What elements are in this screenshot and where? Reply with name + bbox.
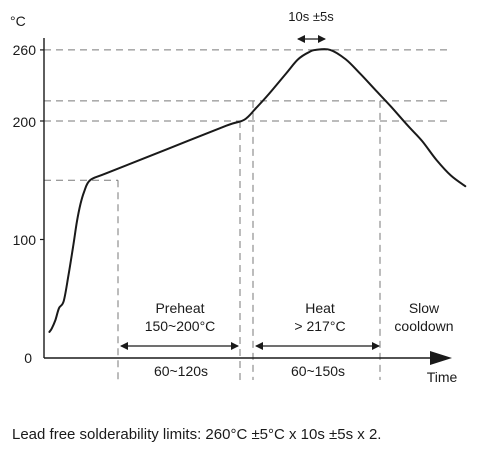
temperature-profile-curve [48,48,467,333]
solderability-caption: Lead free solderability limits: 260°C ±5… [12,426,382,443]
y-tick-label-260: 260 [13,42,37,58]
phase-preheat-duration: 60~120s [154,363,208,379]
phase-heat-detail: > 217°C [294,318,345,334]
x-axis-label: Time [427,369,458,385]
y-tick-label-100: 100 [13,232,37,248]
phase-boundary-lines [117,100,381,380]
phase-cooldown-detail: cooldown [394,318,453,334]
phase-preheat-name: Preheat [155,300,204,316]
peak-time-label: 10s ±5s [288,9,334,24]
phase-heat-duration: 60~150s [291,363,345,379]
x-axis-arrow [430,351,452,365]
phase-preheat-detail: 150~200°C [145,318,216,334]
y-tick-label-200: 200 [13,114,37,130]
phase-heat-name: Heat [305,300,335,316]
y-unit-label: °C [10,13,26,29]
y-tick-marks [40,49,44,241]
phase-cooldown-name: Slow [409,300,440,316]
reflow-profile-chart: °C 0 100 200 260 Time 10s ±5s Preheat 15… [10,9,467,385]
reference-lines [44,49,450,181]
y-tick-label-0: 0 [24,350,32,366]
